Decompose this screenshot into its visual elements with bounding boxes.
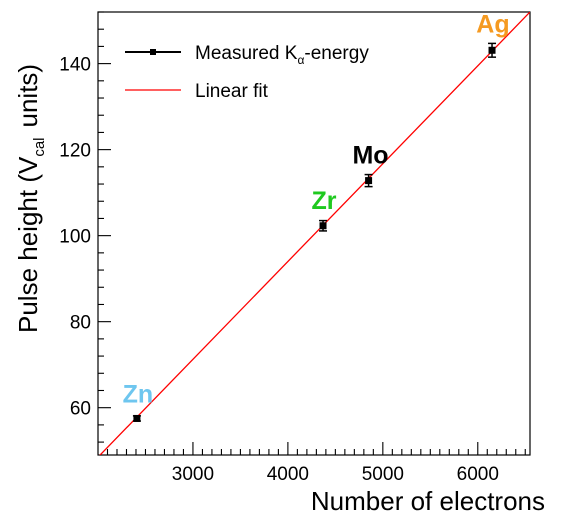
point-marker	[488, 46, 496, 54]
fit-line	[99, 12, 530, 455]
fit-line-series	[99, 12, 530, 455]
x-tick-label: 4000	[267, 464, 309, 485]
x-tick-label: 6000	[457, 464, 499, 485]
measured-points-series	[132, 42, 497, 422]
element-annotations: Zn Zr Mo Ag	[123, 11, 510, 409]
legend-measured-marker	[150, 49, 156, 55]
plot-frame	[97, 11, 531, 456]
y-axis-title-sub: cal	[31, 137, 48, 156]
point-marker	[319, 222, 327, 230]
legend-measured-sub: α	[297, 53, 304, 67]
y-axis-ticks	[98, 11, 111, 443]
element-label-zr: Zr	[311, 187, 336, 215]
data-point	[132, 414, 141, 422]
y-axis-tick-labels: 60 80 100 120 140	[59, 55, 91, 420]
x-tick-label: 3000	[172, 464, 214, 485]
legend-measured-tail: -energy	[304, 43, 369, 64]
legend-measured-label: Measured Kα-energy	[195, 43, 369, 67]
x-tick-label: 5000	[362, 464, 404, 485]
point-marker	[133, 414, 141, 422]
data-point	[319, 219, 328, 232]
point-marker	[365, 177, 373, 185]
y-tick-label: 100	[59, 227, 91, 248]
y-tick-label: 80	[70, 313, 91, 334]
y-tick-label: 60	[70, 399, 91, 420]
legend: Measured Kα-energy Linear fit	[125, 43, 369, 102]
data-point	[364, 173, 373, 188]
x-axis-title: Number of electrons	[311, 486, 545, 516]
x-axis-ticks	[106, 442, 526, 455]
element-label-ag: Ag	[476, 11, 509, 39]
y-tick-label: 140	[59, 55, 91, 76]
y-axis-title-tail: units)	[13, 64, 43, 128]
element-label-mo: Mo	[352, 141, 388, 169]
legend-measured-main: Measured K	[195, 43, 298, 64]
x-axis-tick-labels: 3000 4000 5000 6000	[172, 464, 499, 485]
data-point	[488, 42, 497, 58]
legend-fit-label: Linear fit	[195, 81, 269, 102]
y-axis-title: Pulse height (Vcal units)	[13, 64, 48, 333]
y-axis-title-main: Pulse height (V	[13, 156, 43, 333]
y-tick-label: 120	[59, 141, 91, 162]
element-label-zn: Zn	[123, 381, 154, 409]
